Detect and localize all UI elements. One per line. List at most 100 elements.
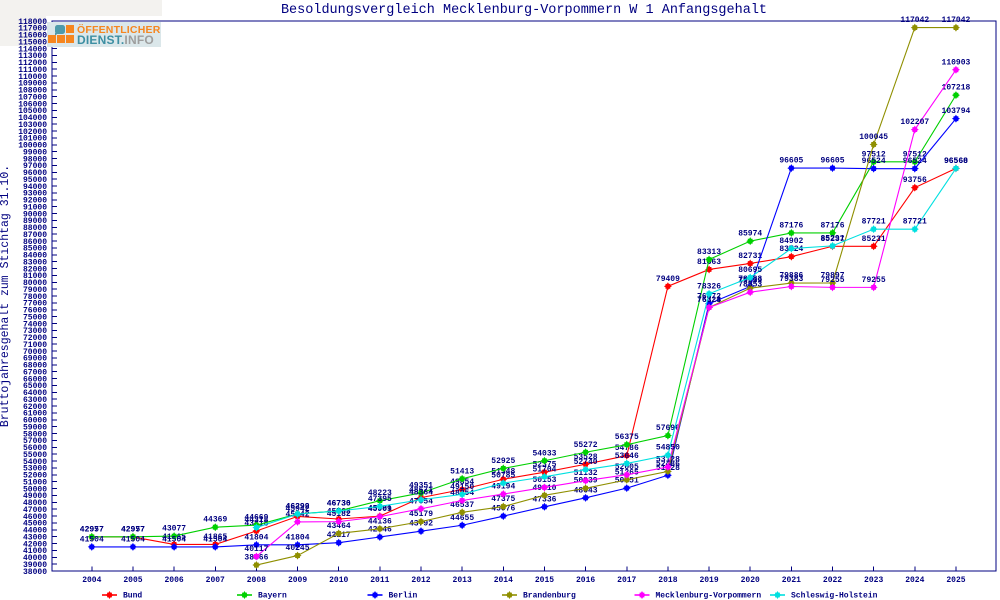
svg-text:44318: 44318 xyxy=(244,516,268,525)
svg-text:59000: 59000 xyxy=(23,423,47,432)
svg-text:2010: 2010 xyxy=(329,576,348,585)
svg-text:96605: 96605 xyxy=(820,157,844,166)
svg-text:2008: 2008 xyxy=(247,576,266,585)
svg-text:2015: 2015 xyxy=(535,576,554,585)
svg-text:Schleswig-Holstein: Schleswig-Holstein xyxy=(791,592,878,600)
svg-text:73000: 73000 xyxy=(23,327,47,336)
svg-text:87721: 87721 xyxy=(903,218,927,227)
svg-text:2006: 2006 xyxy=(164,576,183,585)
svg-text:46736: 46736 xyxy=(327,499,351,508)
svg-text:76000: 76000 xyxy=(23,307,47,316)
svg-text:101000: 101000 xyxy=(18,135,47,144)
svg-text:66000: 66000 xyxy=(23,375,47,384)
svg-text:42977: 42977 xyxy=(80,525,104,534)
svg-text:77000: 77000 xyxy=(23,300,47,309)
svg-text:49194: 49194 xyxy=(491,483,515,492)
svg-text:44655: 44655 xyxy=(450,514,474,523)
svg-text:100045: 100045 xyxy=(859,133,888,142)
svg-text:91000: 91000 xyxy=(23,203,47,212)
svg-text:47395: 47395 xyxy=(368,495,392,504)
svg-text:80000: 80000 xyxy=(23,279,47,288)
svg-text:117000: 117000 xyxy=(18,25,47,34)
svg-text:108000: 108000 xyxy=(18,87,47,96)
svg-text:84000: 84000 xyxy=(23,252,47,261)
svg-text:96605: 96605 xyxy=(779,157,803,166)
svg-text:106000: 106000 xyxy=(18,100,47,109)
svg-text:Mecklenburg-Vorpommern: Mecklenburg-Vorpommern xyxy=(656,592,762,600)
svg-text:83000: 83000 xyxy=(23,258,47,267)
svg-text:113000: 113000 xyxy=(18,52,47,61)
svg-text:88000: 88000 xyxy=(23,224,47,233)
svg-text:55272: 55272 xyxy=(574,441,598,450)
svg-text:46730: 46730 xyxy=(327,499,351,508)
svg-text:58000: 58000 xyxy=(23,430,47,439)
svg-text:46292: 46292 xyxy=(286,502,310,511)
svg-text:54850: 54850 xyxy=(656,444,680,453)
svg-text:48000: 48000 xyxy=(23,499,47,508)
svg-text:78000: 78000 xyxy=(23,293,47,302)
svg-text:52740: 52740 xyxy=(574,458,598,467)
svg-text:104000: 104000 xyxy=(18,114,47,123)
svg-text:39000: 39000 xyxy=(23,561,47,570)
svg-text:42957: 42957 xyxy=(80,525,104,534)
svg-text:40000: 40000 xyxy=(23,554,47,563)
svg-text:78553: 78553 xyxy=(738,281,762,290)
svg-text:50785: 50785 xyxy=(491,472,515,481)
svg-text:96568: 96568 xyxy=(944,157,968,166)
svg-text:41504: 41504 xyxy=(203,535,227,544)
svg-text:80695: 80695 xyxy=(738,266,762,275)
svg-text:2004: 2004 xyxy=(82,576,101,585)
svg-text:57000: 57000 xyxy=(23,437,47,446)
svg-text:100000: 100000 xyxy=(18,142,47,151)
svg-text:2020: 2020 xyxy=(741,576,760,585)
svg-text:Besoldungsvergleich Mecklenbur: Besoldungsvergleich Mecklenburg-Vorpomme… xyxy=(281,3,767,18)
svg-text:96000: 96000 xyxy=(23,169,47,178)
svg-text:64000: 64000 xyxy=(23,389,47,398)
svg-text:85231: 85231 xyxy=(862,235,886,244)
svg-text:52005: 52005 xyxy=(615,463,639,472)
svg-text:51704: 51704 xyxy=(532,465,556,474)
svg-text:117042: 117042 xyxy=(900,16,929,25)
svg-text:45000: 45000 xyxy=(23,520,47,529)
svg-text:47000: 47000 xyxy=(23,506,47,515)
svg-text:96560: 96560 xyxy=(944,157,968,166)
svg-text:84902: 84902 xyxy=(779,237,803,246)
svg-text:105000: 105000 xyxy=(18,107,47,116)
svg-text:67000: 67000 xyxy=(23,368,47,377)
svg-text:54786: 54786 xyxy=(615,444,639,453)
svg-text:38000: 38000 xyxy=(23,568,47,577)
svg-text:60000: 60000 xyxy=(23,417,47,426)
svg-text:112000: 112000 xyxy=(18,59,47,68)
svg-text:53528: 53528 xyxy=(574,453,598,462)
svg-text:56375: 56375 xyxy=(615,433,639,442)
svg-text:52375: 52375 xyxy=(532,461,556,470)
svg-text:56000: 56000 xyxy=(23,444,47,453)
svg-text:99000: 99000 xyxy=(23,148,47,157)
svg-text:53128: 53128 xyxy=(656,456,680,465)
svg-text:41000: 41000 xyxy=(23,547,47,556)
svg-text:51000: 51000 xyxy=(23,478,47,487)
svg-text:55000: 55000 xyxy=(23,451,47,460)
svg-text:79255: 79255 xyxy=(862,276,886,285)
svg-text:115000: 115000 xyxy=(18,38,47,47)
svg-text:52925: 52925 xyxy=(491,457,515,466)
svg-text:57696: 57696 xyxy=(656,424,680,433)
svg-text:51413: 51413 xyxy=(450,467,474,476)
svg-text:2017: 2017 xyxy=(617,576,636,585)
svg-text:102000: 102000 xyxy=(18,128,47,137)
svg-text:70000: 70000 xyxy=(23,348,47,357)
svg-text:90000: 90000 xyxy=(23,210,47,219)
svg-text:79409: 79409 xyxy=(656,275,680,284)
svg-text:46000: 46000 xyxy=(23,513,47,522)
svg-text:41804: 41804 xyxy=(244,533,268,542)
svg-text:2012: 2012 xyxy=(411,576,430,585)
svg-text:85974: 85974 xyxy=(738,230,762,239)
svg-text:97512: 97512 xyxy=(903,150,927,159)
svg-text:Bruttojahresgehalt zum Stichta: Bruttojahresgehalt zum Stichtag 31.10. xyxy=(0,165,12,427)
svg-text:51132: 51132 xyxy=(574,469,598,478)
svg-text:2024: 2024 xyxy=(905,576,924,585)
svg-text:76324: 76324 xyxy=(697,296,721,305)
svg-text:48223: 48223 xyxy=(368,489,392,498)
svg-text:41504: 41504 xyxy=(80,535,104,544)
svg-text:87721: 87721 xyxy=(862,218,886,227)
